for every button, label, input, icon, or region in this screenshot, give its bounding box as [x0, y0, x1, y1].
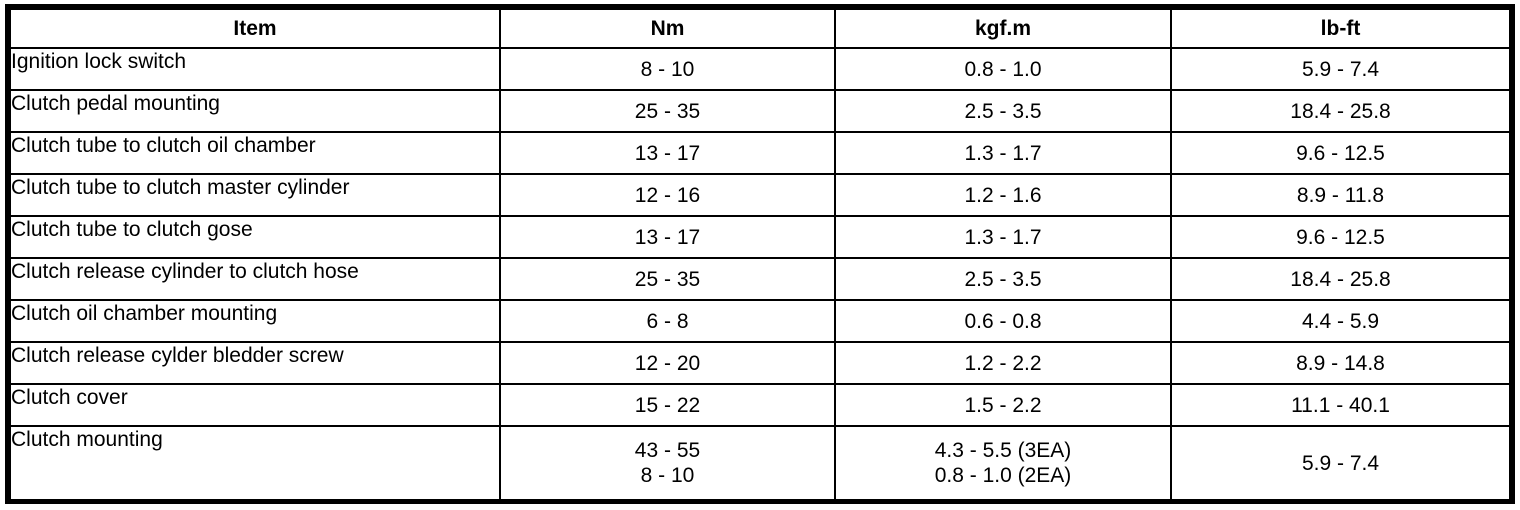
- item-cell: Clutch tube to clutch oil chamber: [11, 131, 501, 175]
- nm-cell: 15 - 22: [499, 383, 836, 427]
- item-cell: Clutch oil chamber mounting: [11, 299, 501, 343]
- torque-spec-table-frame: Item Nm kgf.m lb-ft Ignition lock switch…: [5, 4, 1515, 504]
- nm-cell: 13 - 17: [499, 131, 836, 175]
- nm-cell: 43 - 55 8 - 10: [499, 425, 836, 499]
- lbft-cell: 18.4 - 25.8: [1170, 89, 1509, 133]
- table-row: Clutch release cylinder to clutch hose 2…: [11, 257, 1509, 301]
- nm-cell: 25 - 35: [499, 89, 836, 133]
- kgfm-cell: 0.8 - 1.0: [834, 47, 1172, 91]
- kgfm-cell: 0.6 - 0.8: [834, 299, 1172, 343]
- item-cell: Clutch release cylder bledder screw: [11, 341, 501, 385]
- table-row: Clutch tube to clutch master cylinder 12…: [11, 173, 1509, 217]
- item-cell: Clutch cover: [11, 383, 501, 427]
- table-row: Clutch release cylder bledder screw 12 -…: [11, 341, 1509, 385]
- kgfm-cell: 1.5 - 2.2: [834, 383, 1172, 427]
- item-cell: Clutch tube to clutch master cylinder: [11, 173, 501, 217]
- column-header-item: Item: [11, 10, 501, 49]
- kgfm-cell: 2.5 - 3.5: [834, 89, 1172, 133]
- item-cell: Clutch pedal mounting: [11, 89, 501, 133]
- nm-cell: 8 - 10: [499, 47, 836, 91]
- table-body: Ignition lock switch 8 - 10 0.8 - 1.0 5.…: [11, 47, 1509, 499]
- kgfm-cell: 4.3 - 5.5 (3EA) 0.8 - 1.0 (2EA): [834, 425, 1172, 499]
- lbft-cell: 8.9 - 11.8: [1170, 173, 1509, 217]
- item-cell: Clutch mounting: [11, 425, 501, 499]
- lbft-cell: 5.9 - 7.4: [1170, 47, 1509, 91]
- nm-cell: 12 - 20: [499, 341, 836, 385]
- kgfm-cell: 2.5 - 3.5: [834, 257, 1172, 301]
- nm-cell: 13 - 17: [499, 215, 836, 259]
- torque-spec-table: Item Nm kgf.m lb-ft Ignition lock switch…: [11, 10, 1509, 499]
- table-row: Ignition lock switch 8 - 10 0.8 - 1.0 5.…: [11, 47, 1509, 91]
- lbft-cell: 9.6 - 12.5: [1170, 215, 1509, 259]
- nm-cell: 12 - 16: [499, 173, 836, 217]
- lbft-cell: 11.1 - 40.1: [1170, 383, 1509, 427]
- table-row: Clutch oil chamber mounting 6 - 8 0.6 - …: [11, 299, 1509, 343]
- kgfm-cell: 1.3 - 1.7: [834, 131, 1172, 175]
- table-row: Clutch cover 15 - 22 1.5 - 2.2 11.1 - 40…: [11, 383, 1509, 427]
- item-cell: Ignition lock switch: [11, 47, 501, 91]
- lbft-cell: 9.6 - 12.5: [1170, 131, 1509, 175]
- table-row: Clutch mounting 43 - 55 8 - 10 4.3 - 5.5…: [11, 425, 1509, 499]
- nm-cell: 6 - 8: [499, 299, 836, 343]
- table-row: Clutch pedal mounting 25 - 35 2.5 - 3.5 …: [11, 89, 1509, 133]
- item-cell: Clutch release cylinder to clutch hose: [11, 257, 501, 301]
- lbft-cell: 18.4 - 25.8: [1170, 257, 1509, 301]
- header-row: Item Nm kgf.m lb-ft: [11, 10, 1509, 49]
- lbft-cell: 5.9 - 7.4: [1170, 425, 1509, 499]
- column-header-lbft: lb-ft: [1170, 10, 1509, 49]
- table-row: Clutch tube to clutch gose 13 - 17 1.3 -…: [11, 215, 1509, 259]
- table-row: Clutch tube to clutch oil chamber 13 - 1…: [11, 131, 1509, 175]
- kgfm-cell: 1.2 - 1.6: [834, 173, 1172, 217]
- kgfm-cell: 1.3 - 1.7: [834, 215, 1172, 259]
- column-header-kgfm: kgf.m: [834, 10, 1172, 49]
- item-cell: Clutch tube to clutch gose: [11, 215, 501, 259]
- lbft-cell: 8.9 - 14.8: [1170, 341, 1509, 385]
- kgfm-cell: 1.2 - 2.2: [834, 341, 1172, 385]
- lbft-cell: 4.4 - 5.9: [1170, 299, 1509, 343]
- column-header-nm: Nm: [499, 10, 836, 49]
- nm-cell: 25 - 35: [499, 257, 836, 301]
